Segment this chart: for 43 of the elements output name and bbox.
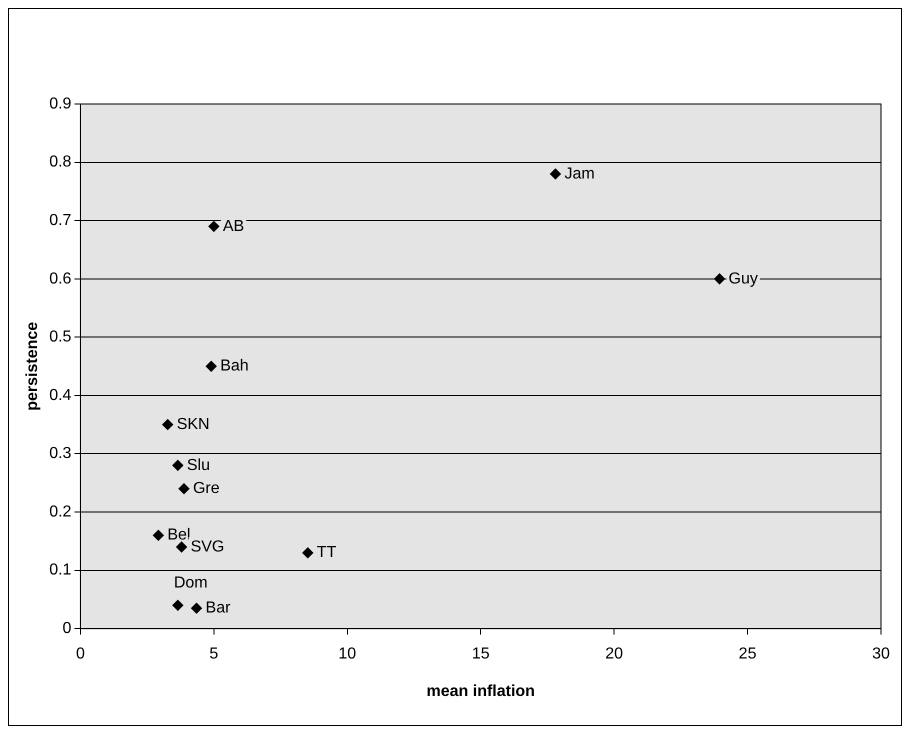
y-tick-label: 0.4 [49,386,72,404]
y-tick-label: 0.8 [49,154,72,171]
annotation: Gre [192,480,220,498]
annotation: Dom [174,574,208,592]
annotation: Slu [186,456,210,474]
y-tick-label: 0.1 [49,562,72,579]
y-tick-label: 0.6 [49,270,72,288]
point [302,547,314,558]
y-tick-label: 0.5 [49,328,72,346]
point [191,602,202,614]
x-tick-label: 5 [209,646,218,663]
x-tick-label: 20 [605,646,624,663]
point [176,541,188,552]
x-axis-title: mean inflation [426,682,535,700]
x-tick-label: 25 [738,646,757,663]
y-tick-label: 0.7 [49,212,72,229]
annotation: Bah [220,358,249,375]
x-tick-label: 10 [338,646,356,663]
point [162,419,174,430]
point [172,600,184,611]
x-tick-label: 0 [76,646,85,663]
point [178,483,190,494]
y-tick-label: 0.2 [49,503,72,520]
point [172,460,184,471]
point [208,220,220,232]
point [206,360,217,372]
annotation: TT [316,544,337,562]
annotation: Bar [206,600,232,617]
point [152,530,164,541]
annotation: Guy [728,270,758,288]
annotation: SKN [176,416,210,433]
annotation: Bel [167,526,190,544]
annotation: SVG [190,538,224,556]
y-tick-label: 0.3 [49,445,72,462]
point [550,168,561,180]
annotation: AB [222,218,244,235]
y-tick-label: 0 [62,620,72,638]
y-tick-label: 0.9 [49,95,72,112]
y-axis-title: persistence [24,322,42,411]
x-tick-label: 15 [472,646,490,663]
x-tick-label: 30 [872,646,890,663]
point [714,273,726,284]
annotation: Jam [564,165,595,182]
